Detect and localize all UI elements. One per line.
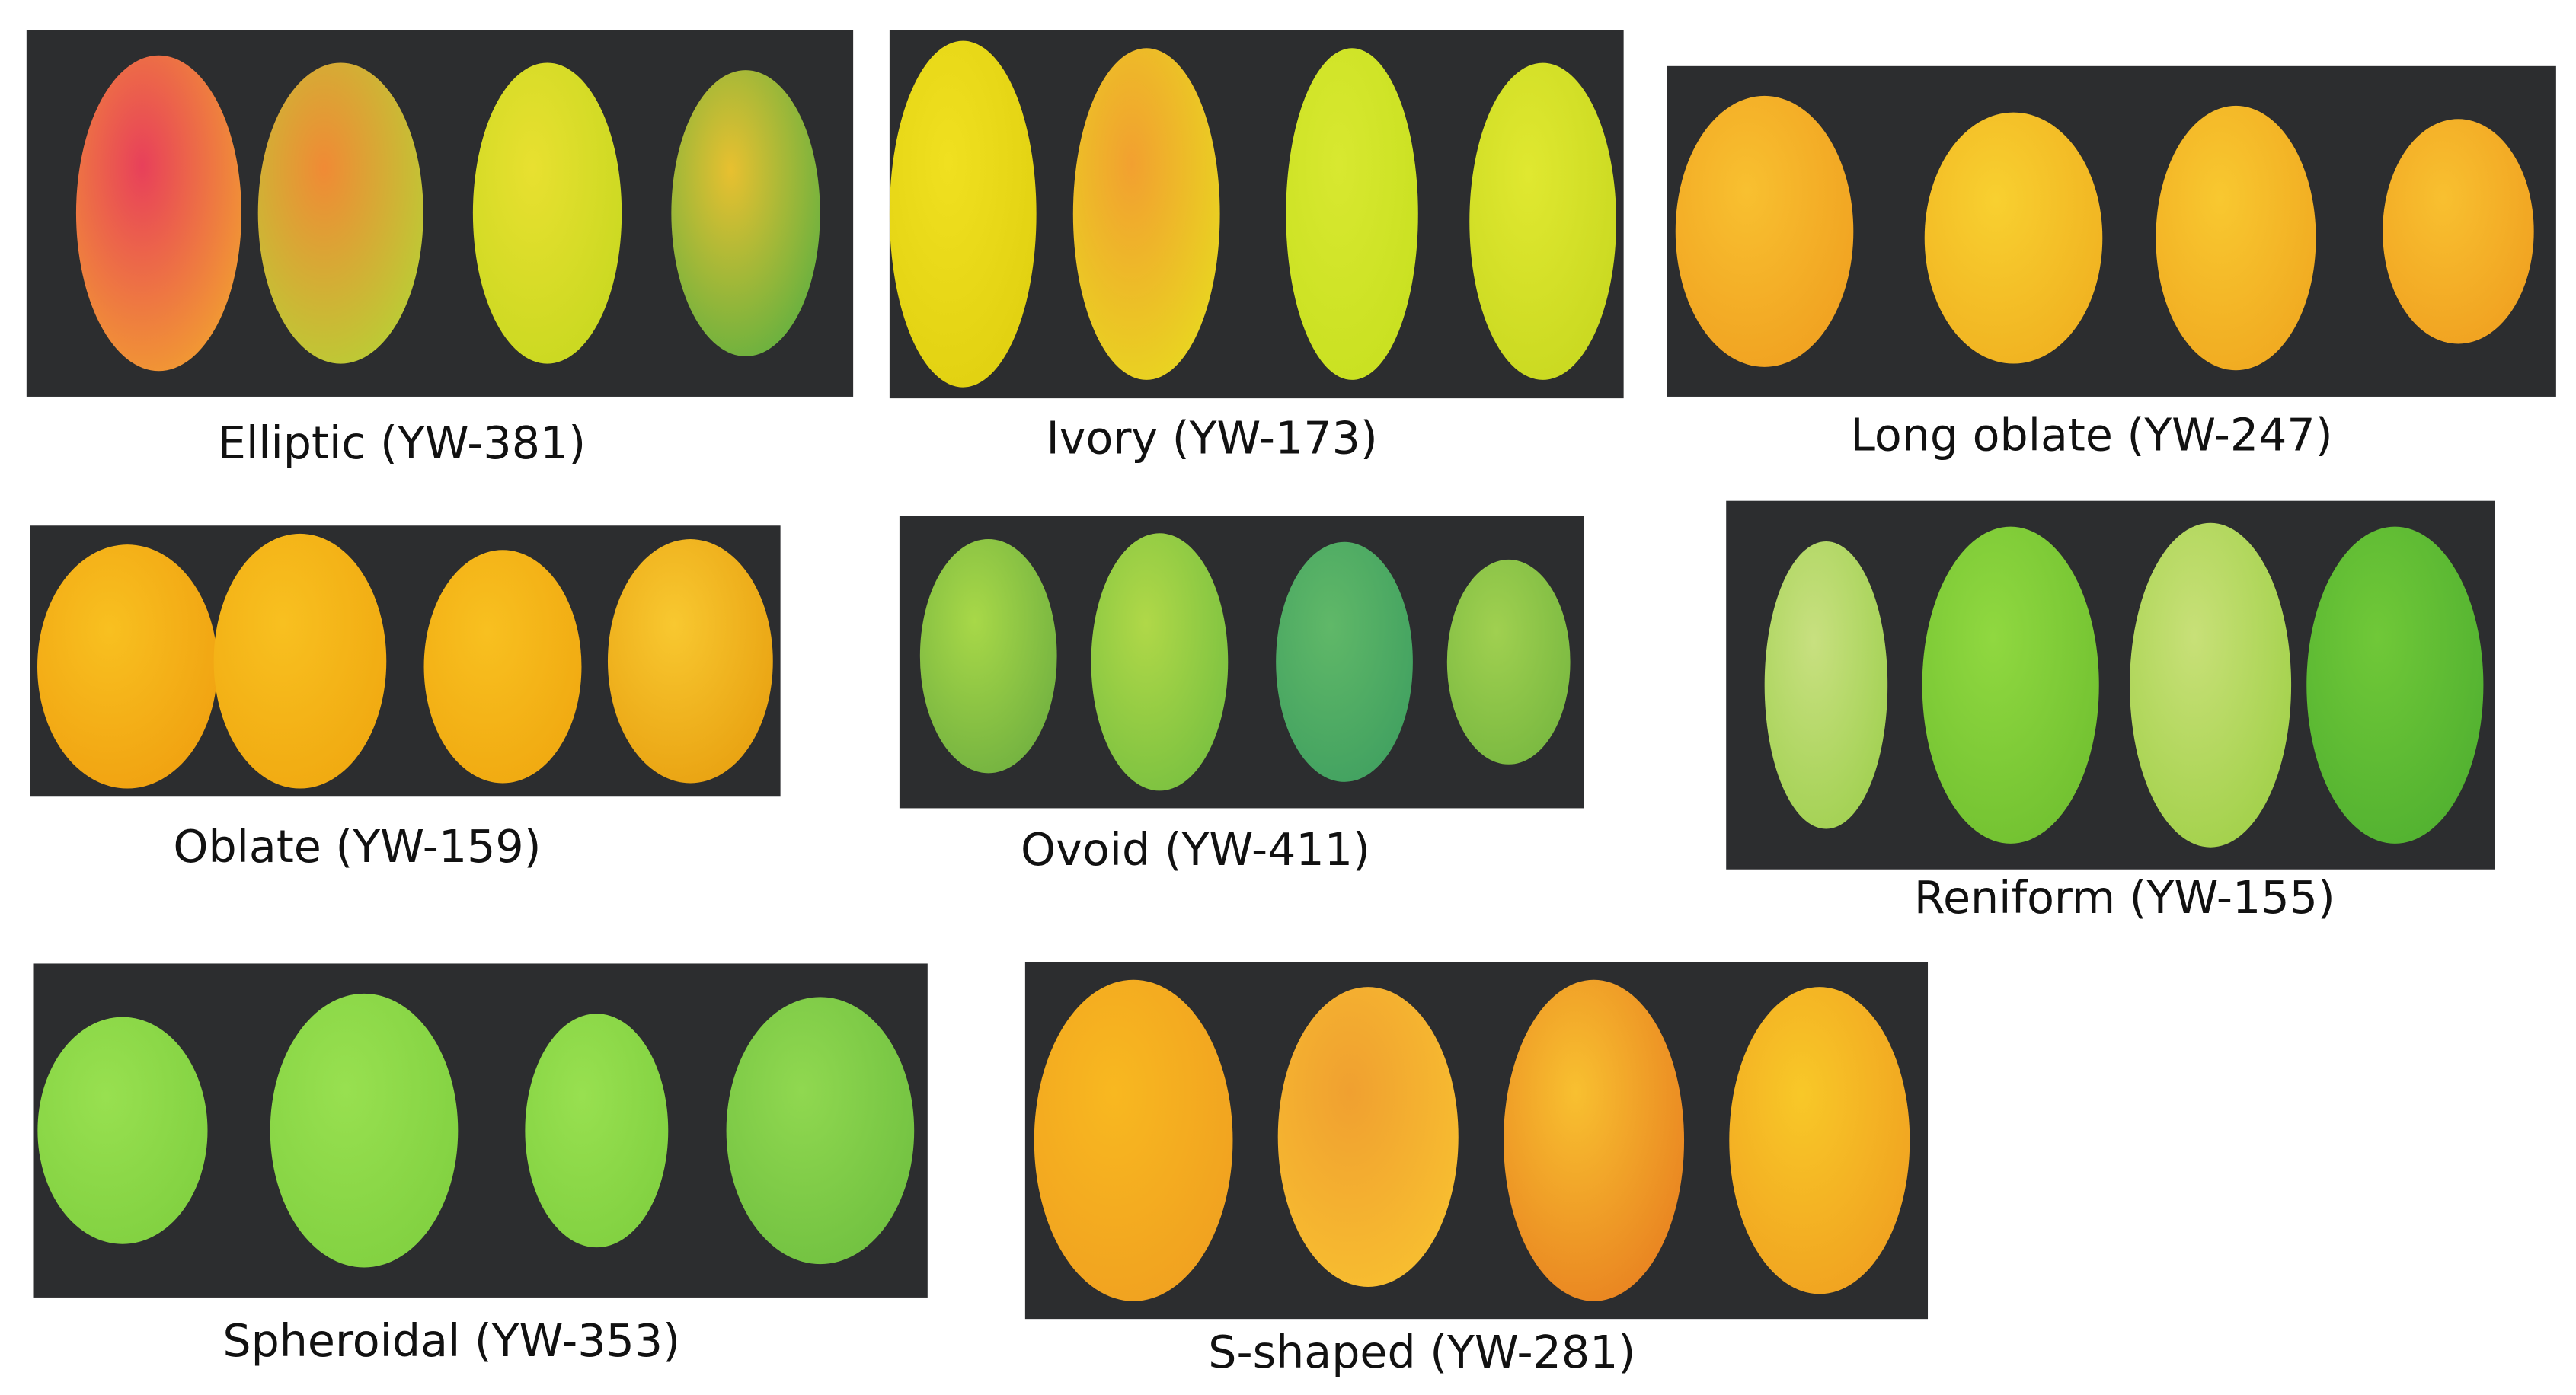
mango: [607, 539, 773, 784]
mango: [257, 62, 423, 364]
mango: [423, 550, 582, 784]
mango: [1764, 541, 1888, 829]
mango: [1922, 526, 2099, 844]
mango-panel: [1024, 962, 1929, 1320]
mango: [889, 40, 1037, 388]
mango: [1924, 112, 2103, 364]
mango-panel: [1726, 500, 2495, 870]
panel-caption: Reniform (YW-155): [1914, 872, 2335, 924]
mango: [1286, 48, 1418, 380]
mango-panel: [30, 525, 781, 797]
mango: [1277, 987, 1459, 1287]
mango: [472, 62, 622, 364]
mango: [1729, 987, 1910, 1294]
panel-caption: S-shaped (YW-281): [1208, 1326, 1635, 1378]
mango-panel: [1667, 65, 2556, 397]
panel-caption: Ivory (YW-173): [1047, 413, 1378, 464]
mango-panel: [26, 30, 854, 397]
mango: [37, 544, 218, 789]
panel-caption: Long oblate (YW-247): [1850, 409, 2332, 461]
mango: [2383, 119, 2534, 344]
mango: [1034, 979, 1233, 1301]
mango: [1504, 979, 1685, 1301]
panel-caption: Spheroidal (YW-353): [222, 1315, 680, 1367]
mango: [1469, 62, 1616, 380]
mango: [726, 997, 915, 1265]
mango-panel: [33, 963, 928, 1298]
mango-panel: [889, 30, 1624, 399]
mango: [75, 55, 241, 372]
mango: [1446, 559, 1571, 765]
mango: [1091, 533, 1229, 791]
mango: [525, 1014, 669, 1248]
mango: [213, 533, 387, 789]
mango: [1276, 541, 1413, 782]
mango: [270, 993, 459, 1268]
mango: [2156, 105, 2316, 371]
panel-caption: Ovoid (YW-411): [1021, 824, 1370, 876]
mango-panel: [899, 516, 1584, 809]
panel-caption: Elliptic (YW-381): [218, 417, 586, 469]
panel-caption: Oblate (YW-159): [173, 821, 541, 873]
mango: [919, 538, 1057, 774]
mango: [37, 1017, 208, 1244]
mango: [1072, 48, 1220, 380]
mango: [2130, 522, 2292, 848]
mango: [671, 70, 820, 356]
mango: [1675, 95, 1854, 367]
mango: [2306, 526, 2484, 844]
